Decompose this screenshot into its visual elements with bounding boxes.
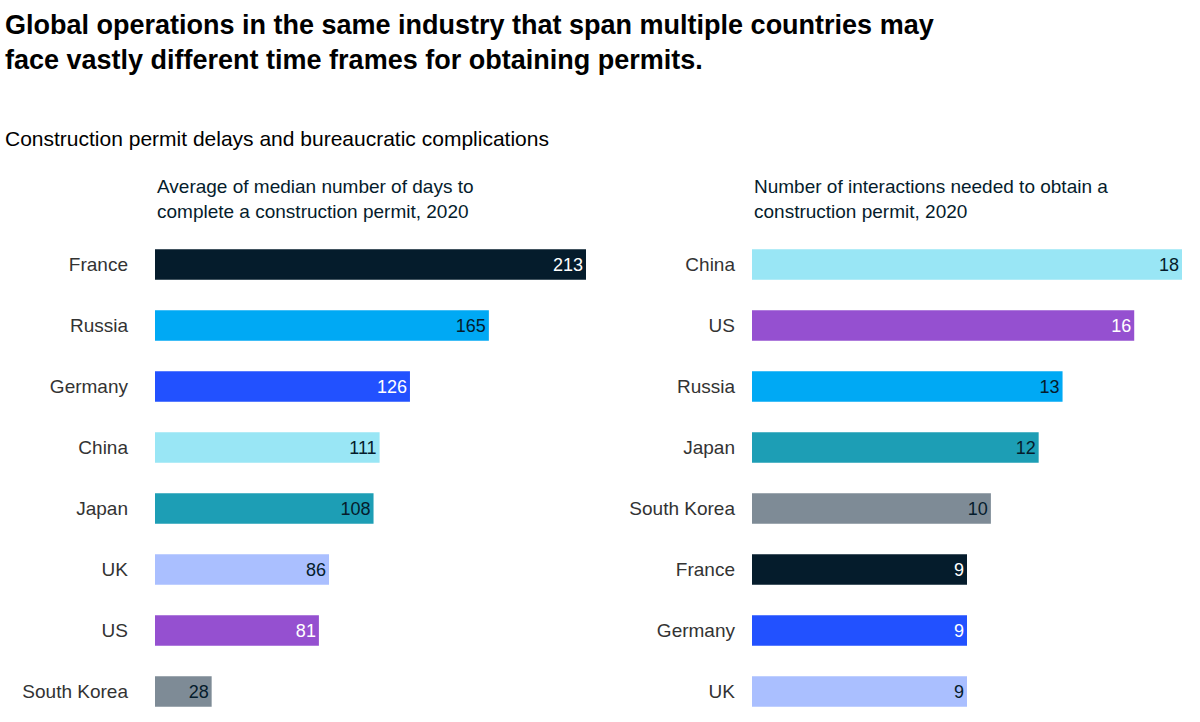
svg-text:Japan: Japan <box>683 437 735 458</box>
svg-text:US: US <box>102 620 128 641</box>
svg-text:UK: UK <box>102 559 129 580</box>
svg-text:China: China <box>78 437 128 458</box>
svg-text:France: France <box>676 559 735 580</box>
svg-text:Global operations in the same: Global operations in the same industry t… <box>5 10 934 75</box>
svg-text:Germany: Germany <box>657 620 736 641</box>
svg-text:US: US <box>709 315 735 336</box>
svg-text:9: 9 <box>954 560 964 580</box>
svg-text:Russia: Russia <box>70 315 129 336</box>
svg-text:12: 12 <box>1016 438 1036 458</box>
svg-text:South Korea: South Korea <box>629 498 735 519</box>
svg-text:108: 108 <box>340 499 370 519</box>
svg-text:10: 10 <box>968 499 988 519</box>
svg-text:China: China <box>685 254 735 275</box>
svg-text:18: 18 <box>1159 255 1179 275</box>
svg-text:9: 9 <box>954 682 964 702</box>
svg-text:86: 86 <box>306 560 326 580</box>
svg-text:126: 126 <box>377 377 407 397</box>
svg-text:16: 16 <box>1111 316 1131 336</box>
svg-text:South Korea: South Korea <box>22 681 128 702</box>
svg-text:9: 9 <box>954 621 964 641</box>
svg-text:Japan: Japan <box>76 498 128 519</box>
svg-text:Construction permit delays and: Construction permit delays and bureaucra… <box>5 127 549 150</box>
svg-text:France: France <box>69 254 128 275</box>
svg-text:Average of median number of da: Average of median number of days tocompl… <box>157 176 474 222</box>
svg-text:213: 213 <box>553 255 583 275</box>
svg-text:81: 81 <box>296 621 316 641</box>
svg-text:Russia: Russia <box>677 376 736 397</box>
svg-text:13: 13 <box>1040 377 1060 397</box>
svg-text:111: 111 <box>349 438 376 458</box>
svg-text:Number of interactions needed: Number of interactions needed to obtain … <box>754 176 1108 222</box>
svg-text:28: 28 <box>189 682 209 702</box>
svg-text:UK: UK <box>709 681 736 702</box>
svg-text:Germany: Germany <box>50 376 129 397</box>
svg-text:165: 165 <box>456 316 486 336</box>
